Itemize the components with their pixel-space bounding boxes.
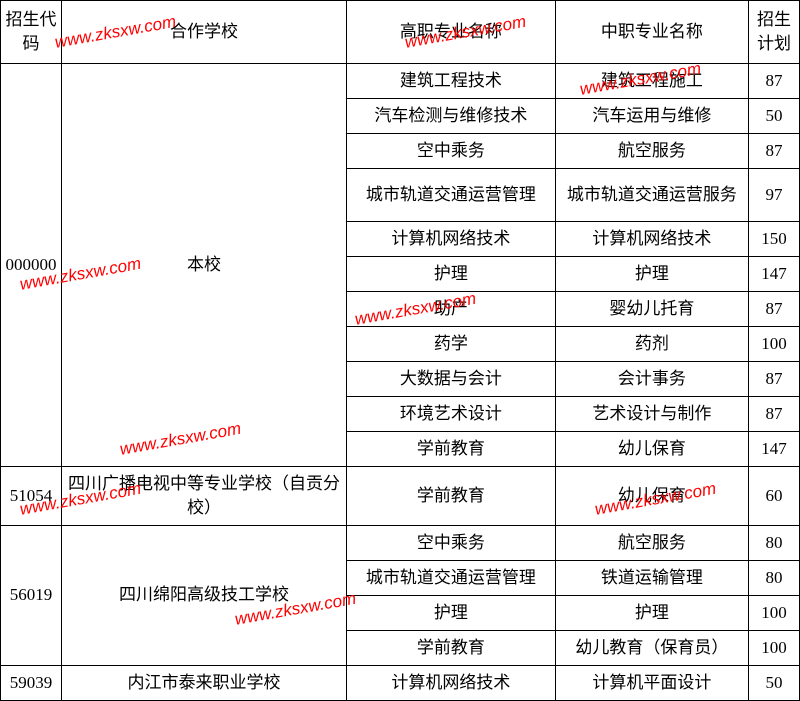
plan-cell: 80 — [749, 525, 800, 560]
plan-cell: 80 — [749, 560, 800, 595]
major1-cell: 建筑工程技术 — [347, 64, 556, 99]
code-cell: 59039 — [1, 665, 62, 700]
header-major2: 中职专业名称 — [555, 1, 748, 64]
major2-cell: 护理 — [555, 595, 748, 630]
plan-cell: 147 — [749, 432, 800, 467]
plan-cell: 87 — [749, 64, 800, 99]
major1-cell: 护理 — [347, 257, 556, 292]
major2-cell: 药剂 — [555, 327, 748, 362]
plan-cell: 147 — [749, 257, 800, 292]
major1-cell: 空中乘务 — [347, 134, 556, 169]
header-plan: 招生计划 — [749, 1, 800, 64]
major1-cell: 城市轨道交通运营管理 — [347, 560, 556, 595]
code-cell: 56019 — [1, 525, 62, 665]
major1-cell: 大数据与会计 — [347, 362, 556, 397]
major1-cell: 城市轨道交通运营管理 — [347, 169, 556, 222]
header-code: 招生代码 — [1, 1, 62, 64]
major2-cell: 计算机平面设计 — [555, 665, 748, 700]
plan-cell: 150 — [749, 222, 800, 257]
table-row: 56019四川绵阳高级技工学校空中乘务航空服务80 — [1, 525, 800, 560]
major2-cell: 铁道运输管理 — [555, 560, 748, 595]
table-row: 59039内江市泰来职业学校计算机网络技术计算机平面设计50 — [1, 665, 800, 700]
major1-cell: 计算机网络技术 — [347, 222, 556, 257]
plan-cell: 100 — [749, 327, 800, 362]
major1-cell: 药学 — [347, 327, 556, 362]
code-cell: 000000 — [1, 64, 62, 467]
major1-cell: 助产 — [347, 292, 556, 327]
major2-cell: 汽车运用与维修 — [555, 99, 748, 134]
school-cell: 四川广播电视中等专业学校（自贡分校） — [62, 467, 347, 526]
plan-cell: 60 — [749, 467, 800, 526]
admissions-table: 招生代码合作学校高职专业名称中职专业名称招生计划000000本校建筑工程技术建筑… — [0, 0, 800, 701]
major2-cell: 航空服务 — [555, 134, 748, 169]
major2-cell: 护理 — [555, 257, 748, 292]
plan-cell: 100 — [749, 595, 800, 630]
plan-cell: 87 — [749, 397, 800, 432]
table-row: 51054四川广播电视中等专业学校（自贡分校）学前教育幼儿保育60 — [1, 467, 800, 526]
plan-cell: 87 — [749, 134, 800, 169]
major2-cell: 城市轨道交通运营服务 — [555, 169, 748, 222]
school-cell: 本校 — [62, 64, 347, 467]
plan-cell: 50 — [749, 99, 800, 134]
plan-cell: 87 — [749, 292, 800, 327]
table-row: 000000本校建筑工程技术建筑工程施工87 — [1, 64, 800, 99]
school-cell: 内江市泰来职业学校 — [62, 665, 347, 700]
major2-cell: 计算机网络技术 — [555, 222, 748, 257]
code-cell: 51054 — [1, 467, 62, 526]
school-cell: 四川绵阳高级技工学校 — [62, 525, 347, 665]
major2-cell: 婴幼儿托育 — [555, 292, 748, 327]
major2-cell: 会计事务 — [555, 362, 748, 397]
major2-cell: 航空服务 — [555, 525, 748, 560]
major1-cell: 环境艺术设计 — [347, 397, 556, 432]
major2-cell: 幼儿保育 — [555, 432, 748, 467]
major1-cell: 计算机网络技术 — [347, 665, 556, 700]
major1-cell: 学前教育 — [347, 432, 556, 467]
major2-cell: 幼儿保育 — [555, 467, 748, 526]
header-major1: 高职专业名称 — [347, 1, 556, 64]
major2-cell: 建筑工程施工 — [555, 64, 748, 99]
major1-cell: 空中乘务 — [347, 525, 556, 560]
major2-cell: 艺术设计与制作 — [555, 397, 748, 432]
major1-cell: 汽车检测与维修技术 — [347, 99, 556, 134]
header-school: 合作学校 — [62, 1, 347, 64]
plan-cell: 50 — [749, 665, 800, 700]
major1-cell: 护理 — [347, 595, 556, 630]
plan-cell: 97 — [749, 169, 800, 222]
major1-cell: 学前教育 — [347, 467, 556, 526]
plan-cell: 87 — [749, 362, 800, 397]
